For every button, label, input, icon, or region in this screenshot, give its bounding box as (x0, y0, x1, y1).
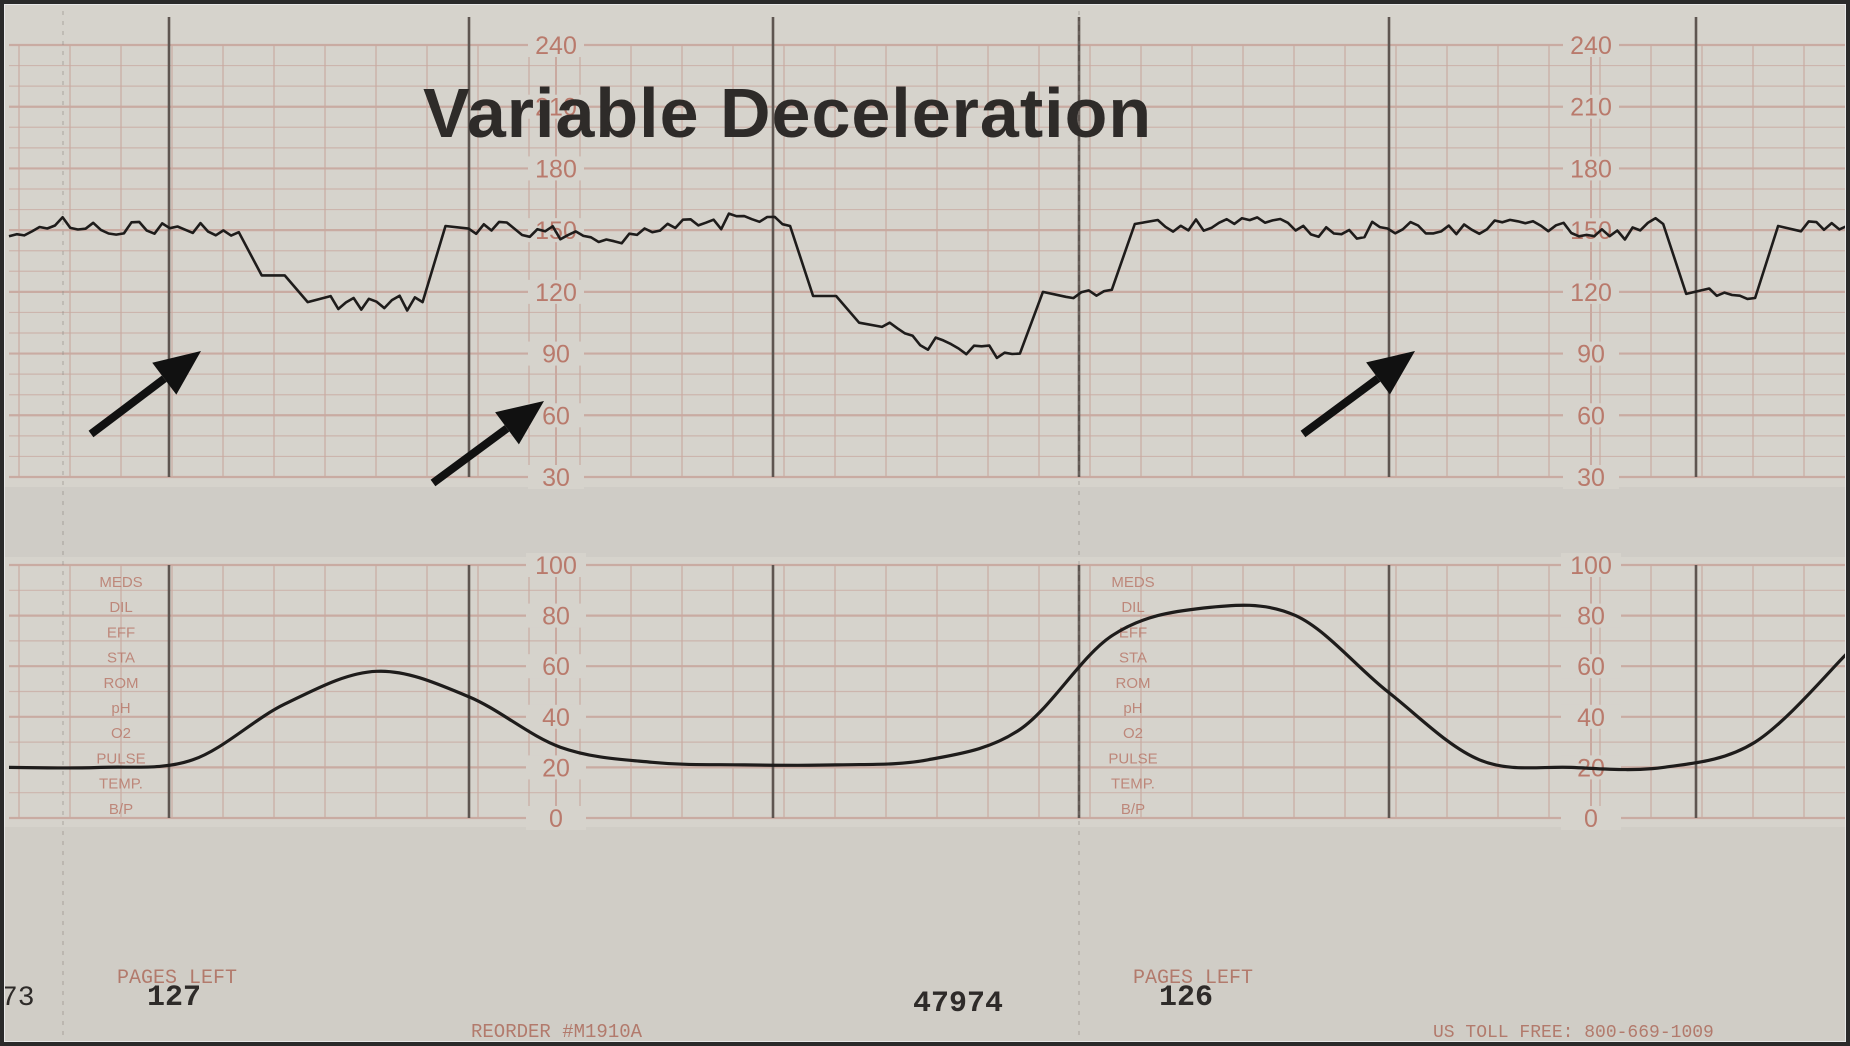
side-label: EFF (1119, 624, 1147, 641)
axis-label-bg (1563, 341, 1619, 366)
side-label: O2 (1123, 725, 1143, 742)
axis-label-bg (528, 33, 584, 57)
side-label: pH (111, 700, 130, 717)
deceleration-arrow-3 (1300, 351, 1415, 438)
pages-left-label-1: PAGES LEFT (117, 967, 238, 990)
side-label: ROM (1116, 675, 1151, 692)
axis-label-bg (1561, 553, 1621, 577)
axis-label-bg (1563, 403, 1619, 428)
side-label: TEMP. (1111, 776, 1155, 793)
fhr-axis-tick-label: 90 (542, 341, 570, 369)
arrow-shaft (430, 425, 510, 487)
fhr-axis-tick-label: 210 (1570, 94, 1612, 122)
fhr-axis-tick-label: 240 (1570, 32, 1612, 60)
deceleration-arrow-1 (88, 351, 201, 438)
axis-label-bg (526, 704, 586, 729)
fhr-axis-tick-label: 60 (542, 402, 570, 430)
ua-axis-tick-label: 40 (542, 704, 570, 732)
fhr-axis-tick-label: 180 (535, 155, 577, 183)
ua-axis-tick-label: 100 (535, 552, 577, 580)
side-label: DIL (109, 599, 132, 616)
side-label: MEDS (99, 574, 142, 591)
side-label: pH (1123, 700, 1142, 717)
axis-label-bg (526, 755, 586, 780)
fhr-axis-tick-label: 240 (535, 32, 577, 60)
deceleration-arrow-2 (430, 401, 544, 487)
ua-axis-tick-label: 0 (549, 805, 563, 833)
side-label: PULSE (96, 750, 145, 767)
arrow-shaft (88, 375, 167, 438)
fhr-trace (8, 212, 1845, 360)
fhr-axis-tick-label: 120 (1570, 279, 1612, 307)
axis-label-bg (1563, 33, 1619, 57)
axis-label-bg (1563, 218, 1619, 243)
axis-label-bg (1563, 465, 1619, 489)
ua-axis-tick-label: 60 (542, 653, 570, 681)
fhr-axis-tick-label: 180 (1570, 155, 1612, 183)
footer-band (5, 827, 1845, 1041)
axis-label-bg (1561, 654, 1621, 679)
side-label: MEDS (1111, 574, 1154, 591)
side-label: B/P (1121, 801, 1145, 818)
fhr-axis-tick-label: 30 (542, 464, 570, 492)
side-label: STA (107, 650, 135, 667)
fhr-axis-tick-label: 120 (535, 279, 577, 307)
ua-axis-tick-label: 60 (1577, 653, 1605, 681)
ctg-chart: 3060901201501802102400204060801003060901… (5, 11, 1845, 1041)
chart-separator-band (5, 487, 1845, 557)
side-label: DIL (1121, 599, 1144, 616)
side-label: STA (1119, 650, 1147, 667)
axis-label-bg (1561, 806, 1621, 830)
arrow-head-icon (152, 351, 201, 395)
axis-label-bg (528, 94, 584, 119)
axis-label-bg (526, 654, 586, 679)
side-label: PULSE (1108, 750, 1157, 767)
axis-label-bg (1563, 94, 1619, 119)
side-label: ROM (104, 675, 139, 692)
fhr-axis-tick-label: 60 (1577, 402, 1605, 430)
axis-label-bg (528, 156, 584, 181)
footer-left-fragment: 73 (4, 983, 35, 1014)
fhr-axis-tick-label: 210 (535, 94, 577, 122)
ctg-strip: 30 60 90 120 150 180 210 240 0 20 40 60 80 100 30 60 90 1… (4, 4, 1846, 1042)
side-label: EFF (107, 624, 135, 641)
pages-left-label-2: PAGES LEFT (1133, 967, 1254, 990)
axis-label-bg (1563, 279, 1619, 304)
arrow-shaft (1300, 375, 1381, 438)
axis-label-bg (526, 806, 586, 830)
ua-axis-tick-label: 100 (1570, 552, 1612, 580)
axis-label-bg (1561, 603, 1621, 628)
toll-free-number: US TOLL FREE: 800-669-1009 (1433, 1023, 1714, 1042)
ua-axis-tick-label: 0 (1584, 805, 1598, 833)
axis-label-bg (1563, 156, 1619, 181)
reorder-label: REORDER #M1910A (471, 1021, 643, 1042)
ua-axis-tick-label: 80 (1577, 603, 1605, 631)
axis-label-bg (1561, 704, 1621, 729)
fhr-axis-tick-label: 90 (1577, 341, 1605, 369)
ua-axis-tick-label: 40 (1577, 704, 1605, 732)
arrow-head-icon (1366, 351, 1415, 395)
chart-title: Variable Deceleration (423, 74, 1153, 152)
ua-axis-tick-label: 80 (542, 603, 570, 631)
pages-left-value-1: 127 (147, 981, 202, 1015)
side-label: B/P (109, 801, 133, 818)
pages-left-value-2: 126 (1159, 981, 1214, 1015)
axis-label-bg (528, 341, 584, 366)
ua-axis-tick-label: 20 (542, 754, 570, 782)
ua-trace (8, 603, 1845, 772)
axis-label-bg (526, 553, 586, 577)
serial-number: 47974 (913, 987, 1004, 1021)
arrow-head-icon (495, 401, 544, 445)
axis-label-bg (528, 279, 584, 304)
axis-label-bg (526, 603, 586, 628)
fhr-axis-tick-label: 30 (1577, 464, 1605, 492)
axis-label-bg (528, 465, 584, 489)
side-label: O2 (111, 725, 131, 742)
side-label: TEMP. (99, 776, 143, 793)
